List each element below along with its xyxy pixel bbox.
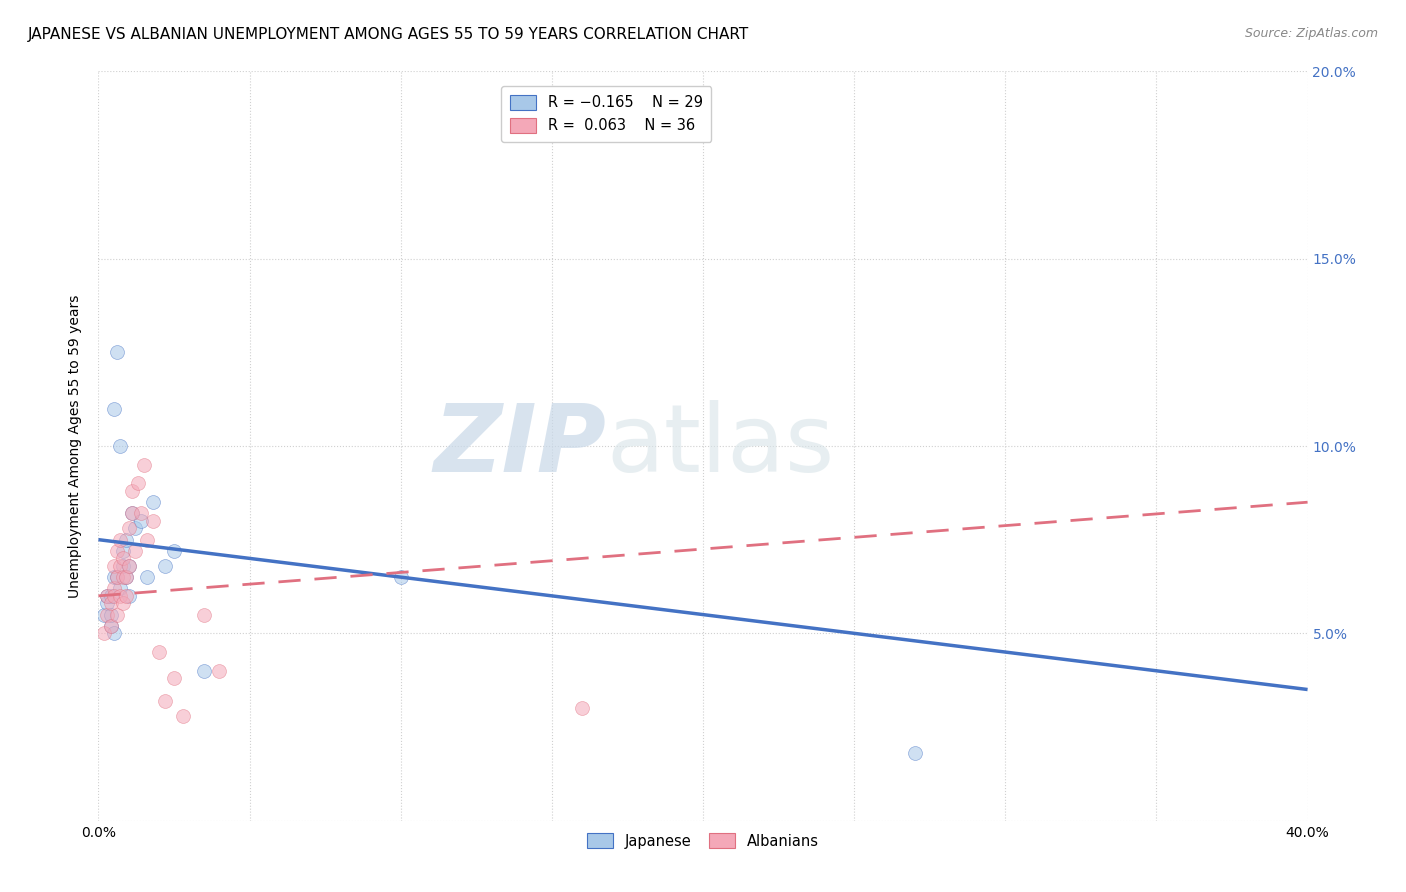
Point <box>105 607 128 622</box>
Point <box>103 589 125 603</box>
Point <box>163 544 186 558</box>
Point <box>142 495 165 509</box>
Point <box>118 521 141 535</box>
Point <box>127 476 149 491</box>
Point <box>111 558 134 573</box>
Text: Source: ZipAtlas.com: Source: ZipAtlas.com <box>1244 27 1378 40</box>
Point <box>193 607 215 622</box>
Point <box>124 521 146 535</box>
Point <box>118 558 141 573</box>
Point <box>105 570 128 584</box>
Point <box>172 708 194 723</box>
Point <box>105 570 128 584</box>
Point <box>904 746 927 760</box>
Point <box>96 589 118 603</box>
Point <box>103 558 125 573</box>
Point <box>111 544 134 558</box>
Point <box>129 507 152 521</box>
Point <box>135 570 157 584</box>
Point <box>114 533 136 547</box>
Text: JAPANESE VS ALBANIAN UNEMPLOYMENT AMONG AGES 55 TO 59 YEARS CORRELATION CHART: JAPANESE VS ALBANIAN UNEMPLOYMENT AMONG … <box>28 27 749 42</box>
Point <box>153 558 176 573</box>
Point <box>108 558 131 573</box>
Point <box>389 570 412 584</box>
Point <box>96 596 118 610</box>
Point <box>121 483 143 498</box>
Point <box>208 664 231 678</box>
Point <box>100 596 122 610</box>
Point <box>96 589 118 603</box>
Point <box>108 589 131 603</box>
Point <box>108 533 131 547</box>
Point <box>142 514 165 528</box>
Point <box>114 589 136 603</box>
Point <box>193 664 215 678</box>
Point <box>135 533 157 547</box>
Point <box>118 558 141 573</box>
Point <box>114 570 136 584</box>
Point <box>163 671 186 685</box>
Point <box>96 607 118 622</box>
Point <box>111 551 134 566</box>
Point <box>118 589 141 603</box>
Point <box>148 645 170 659</box>
Point <box>93 626 115 640</box>
Point <box>111 596 134 610</box>
Point <box>93 607 115 622</box>
Point <box>129 514 152 528</box>
Text: ZIP: ZIP <box>433 400 606 492</box>
Point <box>124 544 146 558</box>
Legend: Japanese, Albanians: Japanese, Albanians <box>581 828 825 855</box>
Point <box>121 507 143 521</box>
Point <box>114 570 136 584</box>
Point <box>153 694 176 708</box>
Point <box>121 507 143 521</box>
Point <box>108 582 131 596</box>
Point <box>103 570 125 584</box>
Point <box>100 607 122 622</box>
Point <box>100 619 122 633</box>
Point <box>108 439 131 453</box>
Point <box>100 619 122 633</box>
Y-axis label: Unemployment Among Ages 55 to 59 years: Unemployment Among Ages 55 to 59 years <box>69 294 83 598</box>
Point <box>105 345 128 359</box>
Point <box>103 582 125 596</box>
Point <box>103 401 125 416</box>
Point <box>132 458 155 472</box>
Point <box>571 701 593 715</box>
Point <box>105 544 128 558</box>
Point <box>111 570 134 584</box>
Text: atlas: atlas <box>606 400 835 492</box>
Point <box>100 589 122 603</box>
Point <box>103 626 125 640</box>
